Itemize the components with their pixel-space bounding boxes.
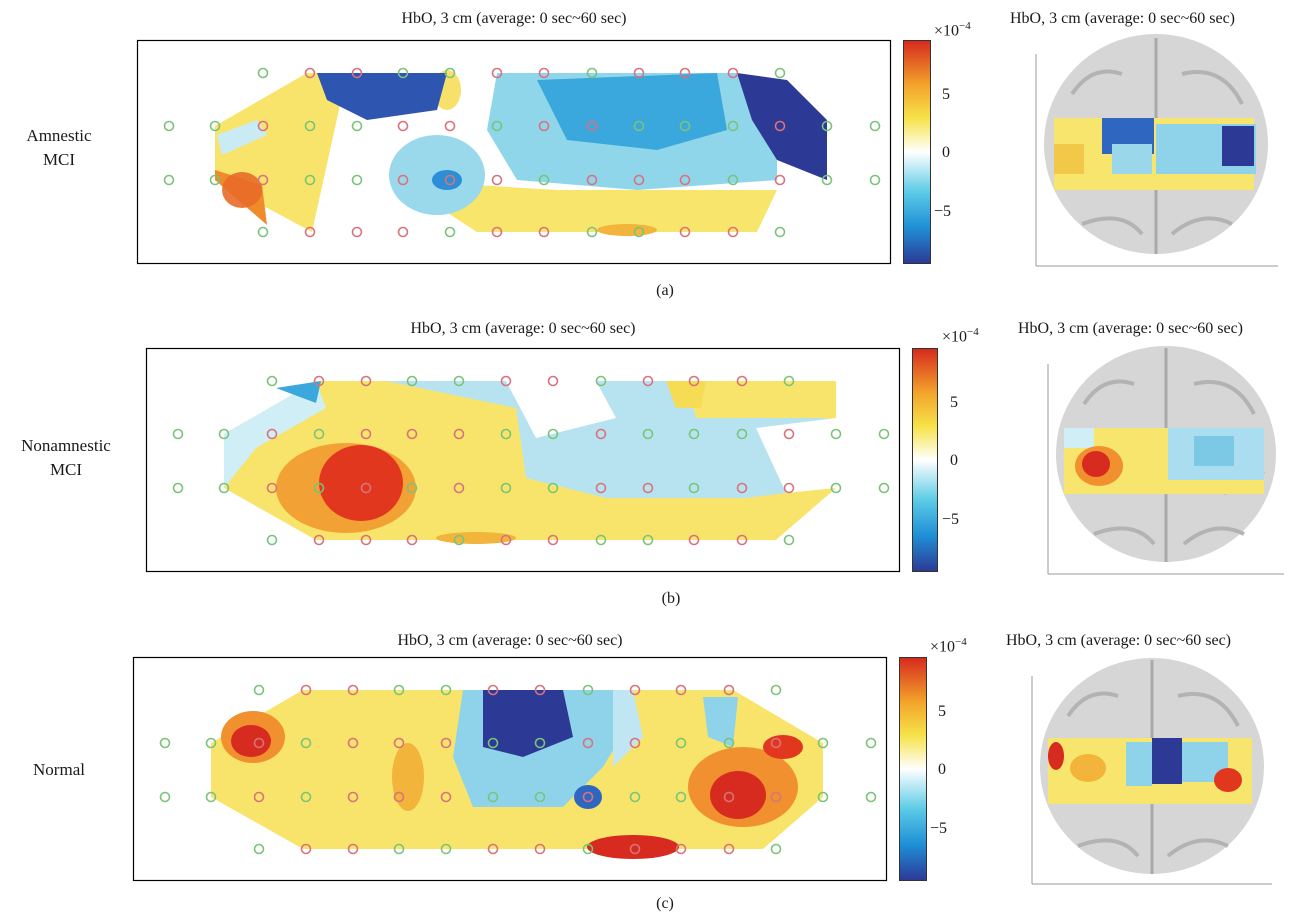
brain-render-b	[1047, 346, 1284, 575]
group-label-line1: Normal	[33, 760, 85, 779]
group-label-amnestic-mci: Amnestic MCI	[0, 124, 118, 172]
panel-label: (c)	[656, 895, 674, 912]
colorbar-tick: −5	[942, 511, 960, 528]
optodes	[172, 375, 890, 546]
heat-yellow-bottom	[397, 180, 777, 232]
heat-red-left	[231, 725, 271, 757]
colorbar-b	[912, 348, 938, 572]
heat-red-bottom	[587, 835, 679, 859]
heat-red-core	[319, 445, 403, 521]
topographic-map-a	[136, 39, 892, 265]
group-label-normal: Normal	[0, 758, 118, 782]
colorbar-tick: −5	[934, 203, 952, 220]
brain-render-c	[1031, 658, 1272, 885]
group-label-nonamnestic-mci: Nonamnestic MCI	[4, 434, 128, 482]
heat-lightblue	[613, 690, 643, 767]
group-label-line2: MCI	[49, 460, 83, 479]
heat-blue-right	[737, 73, 827, 180]
colorbar-tick: 5	[938, 703, 946, 720]
map-frame	[145, 347, 901, 573]
heat-orange-core	[222, 172, 262, 208]
heat-orange-center	[392, 743, 424, 811]
heat-yellow-spot	[666, 381, 706, 408]
colorbar-scale: ×10−4	[942, 326, 979, 346]
heat-blue-mid	[537, 73, 727, 150]
heat-orange-bottom	[436, 532, 516, 544]
heat-blue-top	[483, 690, 573, 757]
group-label-line2: MCI	[42, 150, 76, 169]
panel-label: (b)	[661, 590, 681, 607]
heat-blue-center	[574, 785, 602, 809]
colorbar-tick: 0	[942, 144, 950, 161]
colorbar-scale: ×10−4	[934, 20, 971, 40]
heat-lightblue-left	[217, 120, 267, 155]
heat-white-top	[506, 381, 616, 438]
colorbar-tick: 5	[942, 86, 950, 103]
map-frame	[136, 39, 892, 265]
heat-cyan-right	[386, 381, 836, 498]
map-frame	[132, 656, 888, 882]
heat-blue-top	[317, 73, 447, 120]
heat-red-right	[710, 771, 766, 819]
heat-blue-left	[276, 381, 321, 403]
group-label-line1: Nonamnestic	[21, 436, 111, 455]
optodes	[159, 684, 877, 855]
optodes	[163, 67, 881, 238]
map-title: HbO, 3 cm (average: 0 sec~60 sec)	[410, 320, 636, 337]
colorbar-tick: −5	[930, 820, 948, 837]
panel-label: (a)	[656, 282, 674, 299]
heat-lightblue-left	[224, 381, 326, 488]
brain-title: HbO, 3 cm (average: 0 sec~60 sec)	[1018, 320, 1244, 337]
brain-render-a	[1035, 34, 1278, 267]
colorbar-tick: 0	[950, 452, 958, 469]
heat-white-right	[756, 418, 836, 493]
map-title: HbO, 3 cm (average: 0 sec~60 sec)	[397, 632, 623, 649]
colorbar-tick: 0	[938, 761, 946, 778]
map-title: HbO, 3 cm (average: 0 sec~60 sec)	[401, 10, 627, 27]
colorbar-scale: ×10−4	[930, 636, 967, 656]
group-label-line1: Amnestic	[26, 126, 92, 145]
topographic-map-c	[132, 656, 888, 882]
colorbar-a	[903, 40, 931, 264]
heat-red-spot	[763, 735, 803, 759]
brain-title: HbO, 3 cm (average: 0 sec~60 sec)	[1006, 632, 1232, 649]
brain-title: HbO, 3 cm (average: 0 sec~60 sec)	[1010, 10, 1236, 27]
heat-cyan-right	[703, 697, 738, 747]
heat-blue-center	[432, 170, 462, 190]
colorbar-tick: 5	[950, 394, 958, 411]
colorbar-c	[899, 657, 927, 881]
heat-orange-bottom	[597, 224, 657, 236]
topographic-map-b	[145, 347, 901, 573]
